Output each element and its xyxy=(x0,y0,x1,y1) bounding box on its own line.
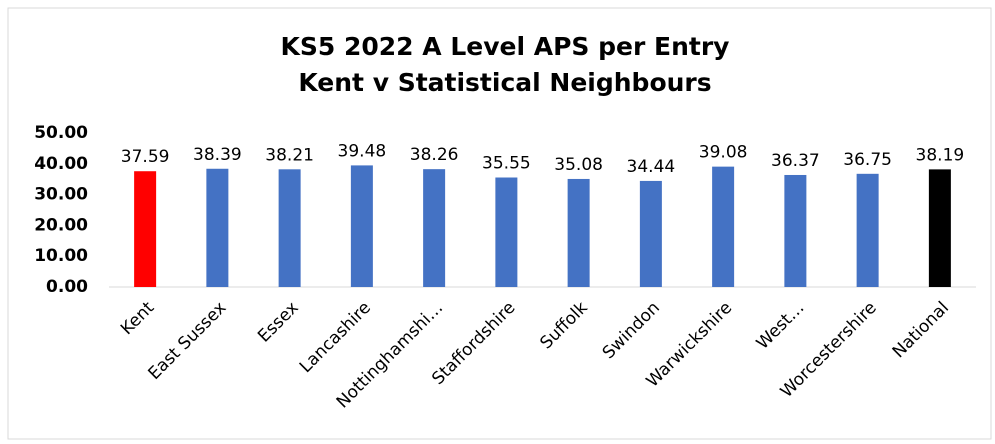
bar xyxy=(712,166,735,287)
chart-subtitle: Kent v Statistical Neighbours xyxy=(298,68,711,97)
data-label: 35.55 xyxy=(482,154,531,174)
data-label: 35.08 xyxy=(554,155,603,175)
bar xyxy=(278,169,301,287)
data-label: 38.19 xyxy=(916,145,965,165)
data-label: 37.59 xyxy=(121,147,170,167)
bar xyxy=(784,174,807,287)
bar xyxy=(856,173,879,287)
y-tick-label: 30.00 xyxy=(34,185,88,205)
data-label: 39.48 xyxy=(338,141,387,161)
bar xyxy=(495,177,518,287)
data-label: 39.08 xyxy=(699,143,748,163)
bar xyxy=(423,169,446,287)
chart-title: KS5 2022 A Level APS per Entry xyxy=(281,32,730,61)
data-label: 36.37 xyxy=(771,151,820,171)
y-tick-label: 40.00 xyxy=(34,154,88,174)
data-label: 38.39 xyxy=(193,145,242,165)
bar xyxy=(639,180,662,287)
bar xyxy=(134,171,157,287)
bar xyxy=(206,168,229,287)
bar xyxy=(567,178,590,287)
data-label: 38.21 xyxy=(265,145,314,165)
y-tick-label: 0.00 xyxy=(46,277,88,297)
data-label: 36.75 xyxy=(843,150,892,170)
y-tick-label: 20.00 xyxy=(34,215,88,235)
y-tick-label: 50.00 xyxy=(34,123,88,143)
data-label: 38.26 xyxy=(410,145,459,165)
data-label: 34.44 xyxy=(627,157,676,177)
bar xyxy=(350,165,373,287)
y-tick-label: 10.00 xyxy=(34,246,88,266)
bar xyxy=(928,169,951,287)
